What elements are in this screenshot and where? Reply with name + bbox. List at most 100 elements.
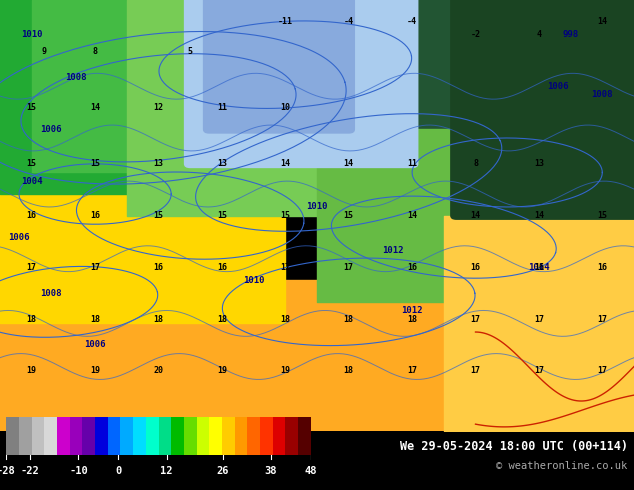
- Text: 26: 26: [216, 466, 229, 476]
- Text: 16: 16: [597, 263, 607, 272]
- Bar: [235, 416, 247, 455]
- Text: 17: 17: [344, 263, 354, 272]
- Text: 16: 16: [407, 263, 417, 272]
- Text: 19: 19: [90, 367, 100, 375]
- Text: 15: 15: [27, 159, 37, 169]
- Text: 1012: 1012: [401, 306, 423, 315]
- Text: 17: 17: [407, 367, 417, 375]
- Text: 1006: 1006: [547, 82, 569, 91]
- Text: 17: 17: [534, 367, 544, 375]
- Bar: [32, 416, 44, 455]
- Bar: [222, 416, 235, 455]
- Text: 16: 16: [470, 263, 481, 272]
- Bar: [82, 416, 95, 455]
- Bar: [298, 416, 311, 455]
- Text: -11: -11: [278, 17, 293, 26]
- Bar: [285, 416, 298, 455]
- Text: 18: 18: [407, 315, 417, 323]
- Text: 14: 14: [280, 159, 290, 169]
- Text: We 29-05-2024 18:00 UTC (00+114): We 29-05-2024 18:00 UTC (00+114): [399, 440, 628, 453]
- Text: 1008: 1008: [65, 73, 87, 82]
- Bar: [209, 416, 222, 455]
- FancyBboxPatch shape: [203, 0, 355, 134]
- Text: 1010: 1010: [243, 276, 264, 285]
- Text: 1006: 1006: [40, 125, 61, 134]
- Text: 18: 18: [344, 315, 354, 323]
- Text: 11: 11: [217, 103, 227, 112]
- Text: 13: 13: [534, 159, 544, 169]
- Text: 9: 9: [42, 47, 47, 56]
- Text: 4: 4: [536, 30, 541, 39]
- Bar: [6, 416, 19, 455]
- Text: 10: 10: [280, 103, 290, 112]
- Text: 1006: 1006: [8, 233, 30, 242]
- Text: 15: 15: [280, 211, 290, 220]
- Text: 8: 8: [93, 47, 98, 56]
- Text: -10: -10: [69, 466, 87, 476]
- Text: 17: 17: [90, 263, 100, 272]
- Text: 11: 11: [407, 159, 417, 169]
- Text: 18: 18: [344, 367, 354, 375]
- Text: 1008: 1008: [40, 289, 61, 298]
- Text: 14: 14: [90, 103, 100, 112]
- Text: 14: 14: [344, 159, 354, 169]
- Text: 48: 48: [304, 466, 317, 476]
- Text: 19: 19: [280, 367, 290, 375]
- Text: 14: 14: [597, 17, 607, 26]
- Text: 18: 18: [217, 315, 227, 323]
- Bar: [120, 416, 133, 455]
- Text: 17: 17: [280, 263, 290, 272]
- Bar: [108, 416, 120, 455]
- Text: 1006: 1006: [84, 341, 106, 349]
- Text: 16: 16: [534, 263, 544, 272]
- Text: 1008: 1008: [592, 90, 613, 99]
- Text: 998: 998: [562, 30, 579, 39]
- Bar: [146, 416, 158, 455]
- Text: -2: -2: [470, 30, 481, 39]
- Text: 16: 16: [217, 263, 227, 272]
- Text: 15: 15: [90, 159, 100, 169]
- Bar: [273, 416, 285, 455]
- Text: 17: 17: [27, 263, 37, 272]
- Text: 17: 17: [534, 315, 544, 323]
- Bar: [171, 416, 184, 455]
- Text: -28: -28: [0, 466, 16, 476]
- Text: 17: 17: [470, 367, 481, 375]
- Text: 12: 12: [153, 103, 164, 112]
- Text: 15: 15: [597, 211, 607, 220]
- Bar: [133, 416, 146, 455]
- Text: 1010: 1010: [306, 202, 328, 212]
- Text: 14: 14: [534, 211, 544, 220]
- Text: 8: 8: [473, 159, 478, 169]
- Text: 0: 0: [115, 466, 122, 476]
- Text: 18: 18: [153, 315, 164, 323]
- Text: 1014: 1014: [528, 263, 550, 272]
- FancyBboxPatch shape: [184, 0, 418, 168]
- Text: 38: 38: [264, 466, 277, 476]
- Text: 13: 13: [153, 159, 164, 169]
- Text: 1012: 1012: [382, 245, 404, 255]
- Bar: [260, 416, 273, 455]
- Text: 16: 16: [27, 211, 37, 220]
- Text: 15: 15: [217, 211, 227, 220]
- Text: 19: 19: [217, 367, 227, 375]
- Text: 18: 18: [280, 315, 290, 323]
- Bar: [197, 416, 209, 455]
- FancyBboxPatch shape: [450, 0, 634, 220]
- Text: -22: -22: [21, 466, 40, 476]
- Text: 13: 13: [217, 159, 227, 169]
- Text: 12: 12: [160, 466, 172, 476]
- Text: 14: 14: [470, 211, 481, 220]
- Bar: [95, 416, 108, 455]
- Text: 1004: 1004: [21, 176, 42, 186]
- Bar: [70, 416, 82, 455]
- Text: -4: -4: [407, 17, 417, 26]
- Text: 20: 20: [153, 367, 164, 375]
- Text: 15: 15: [27, 103, 37, 112]
- Text: 18: 18: [90, 315, 100, 323]
- Text: 17: 17: [470, 315, 481, 323]
- Text: -4: -4: [344, 17, 354, 26]
- Text: 15: 15: [344, 211, 354, 220]
- Text: 1010: 1010: [21, 30, 42, 39]
- Bar: [44, 416, 57, 455]
